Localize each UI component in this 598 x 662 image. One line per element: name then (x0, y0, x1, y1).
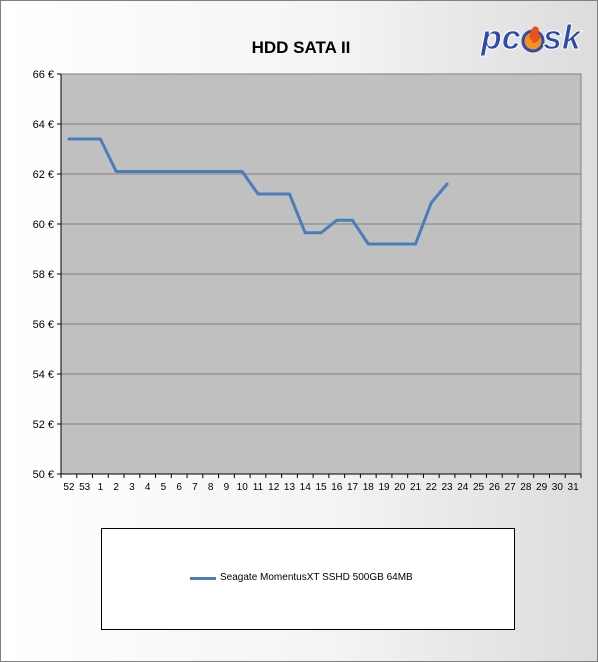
legend-swatch (190, 577, 216, 580)
x-tick-label: 1 (98, 482, 104, 493)
x-tick-label: 17 (347, 482, 359, 493)
x-tick-label: 26 (489, 482, 501, 493)
x-tick-label: 12 (268, 482, 280, 493)
chart-title: HDD SATA II (252, 38, 351, 57)
x-tick-label: 31 (568, 482, 580, 493)
legend-entry: Seagate MomentusXT SSHD 500GB 64MB (220, 572, 413, 583)
y-tick-label: 64 € (33, 119, 54, 131)
series-line (67, 137, 449, 246)
x-tick-label: 4 (145, 482, 151, 493)
y-tick-label: 54 € (33, 369, 54, 381)
gridlines (61, 73, 581, 425)
x-tick-label: 52 (63, 482, 75, 493)
y-tick-label: 52 € (33, 419, 54, 431)
x-tick-label: 21 (410, 482, 422, 493)
x-tick-label: 6 (176, 482, 182, 493)
x-tick-label: 10 (237, 482, 249, 493)
logo-text-left: pc (480, 19, 521, 57)
y-axis: 50 € 52 € 54 € 56 € 58 € 60 € 62 € 64 € 66 € (33, 69, 62, 481)
pcosk-logo: pc sk (479, 15, 584, 59)
x-tick-label: 7 (192, 482, 198, 493)
flame-icon (521, 26, 545, 53)
x-tick-label: 20 (394, 482, 406, 493)
x-tick-label: 15 (315, 482, 327, 493)
x-tick-label: 25 (473, 482, 485, 493)
x-tick-label: 22 (426, 482, 438, 493)
y-tick-label: 56 € (33, 319, 54, 331)
series-group (67, 137, 449, 246)
logo-text-right: sk (543, 19, 583, 57)
x-tick-label: 3 (129, 482, 135, 493)
x-tick-label: 24 (457, 482, 469, 493)
x-tick-label: 16 (331, 482, 343, 493)
x-tick-label: 18 (363, 482, 375, 493)
x-tick-label: 2 (113, 482, 119, 493)
x-tick-label: 19 (378, 482, 390, 493)
y-tick-label: 58 € (33, 269, 54, 281)
x-tick-label: 28 (520, 482, 532, 493)
x-axis: 52 53 1 2 3 4 5 6 7 8 9 10 11 12 13 14 15 16 17 18 19 20 21 22 2… (60, 473, 582, 493)
y-tick-label: 66 € (33, 69, 54, 81)
y-tick-label: 62 € (33, 169, 54, 181)
x-tick-label: 30 (552, 482, 564, 493)
y-tick-label: 50 € (33, 469, 54, 481)
x-tick-label: 53 (79, 482, 91, 493)
x-tick-label: 11 (253, 482, 264, 493)
x-tick-label: 23 (441, 482, 453, 493)
y-tick-label: 60 € (33, 219, 54, 231)
x-tick-label: 9 (224, 482, 230, 493)
x-tick-label: 13 (284, 482, 296, 493)
x-tick-label: 8 (208, 482, 214, 493)
x-tick-label: 29 (536, 482, 548, 493)
legend: Seagate MomentusXT SSHD 500GB 64MB (101, 528, 515, 630)
x-tick-label: 5 (161, 482, 167, 493)
x-tick-label: 14 (300, 482, 312, 493)
x-tick-label: 27 (505, 482, 517, 493)
